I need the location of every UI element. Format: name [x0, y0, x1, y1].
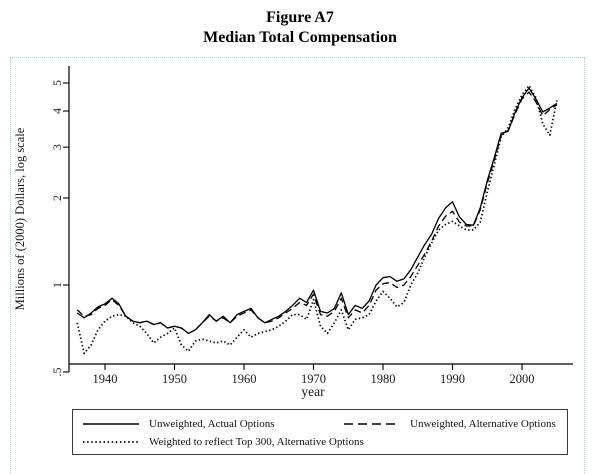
series-line-dashed	[76, 91, 558, 335]
y-tick-label: 2	[50, 195, 64, 201]
legend-item-actual: Unweighted, Actual Options	[82, 416, 275, 432]
legend-label-weighted: Weighted to reflect Top 300, Alternative…	[149, 436, 364, 448]
x-tick-label: 1980	[371, 372, 396, 386]
axes-layer: 5 4 3 2 1 .5 1940 1950 1960 1970 1980 1990 2000	[50, 66, 573, 386]
figure-title-block: Figure A7 Median Total Compensation	[0, 8, 600, 48]
figure-title: Figure A7	[266, 9, 334, 26]
x-tick-label: 2000	[510, 372, 535, 386]
y-tick-label: 4	[50, 108, 64, 114]
chart-area: Millions of (2000) Dollars, log scale ye…	[0, 58, 600, 410]
x-axis-title: year	[301, 384, 325, 399]
series-line-dotted	[76, 84, 558, 355]
y-tick-label: .5	[50, 367, 64, 376]
legend-label-actual: Unweighted, Actual Options	[149, 418, 275, 430]
y-tick-label: 3	[50, 144, 64, 150]
legend-dashed-line-sample	[344, 423, 400, 425]
legend-item-alternative: Unweighted, Alternative Options	[343, 416, 556, 432]
legend-dotted-line-sample	[83, 441, 139, 443]
compensation-line-chart: Millions of (2000) Dollars, log scale ye…	[13, 66, 573, 399]
chart-legend: Unweighted, Actual Options Unweighted, A…	[72, 409, 568, 455]
legend-item-weighted: Weighted to reflect Top 300, Alternative…	[82, 434, 364, 450]
series-line-solid	[76, 87, 558, 335]
figure-subtitle: Median Total Compensation	[203, 29, 397, 46]
y-tick-label: 1	[50, 282, 64, 288]
y-axis-title: Millions of (2000) Dollars, log scale	[13, 127, 27, 310]
series-layer	[76, 84, 558, 355]
y-tick-label: 5	[50, 80, 64, 86]
x-tick-label: 1990	[440, 372, 465, 386]
x-tick-label: 1970	[301, 372, 326, 386]
x-tick-label: 1960	[232, 372, 257, 386]
figure-dotted-border	[10, 57, 585, 474]
x-tick-label: 1950	[162, 372, 187, 386]
legend-label-alternative: Unweighted, Alternative Options	[410, 418, 556, 430]
legend-solid-line-sample	[83, 423, 139, 425]
x-tick-label: 1940	[93, 372, 118, 386]
